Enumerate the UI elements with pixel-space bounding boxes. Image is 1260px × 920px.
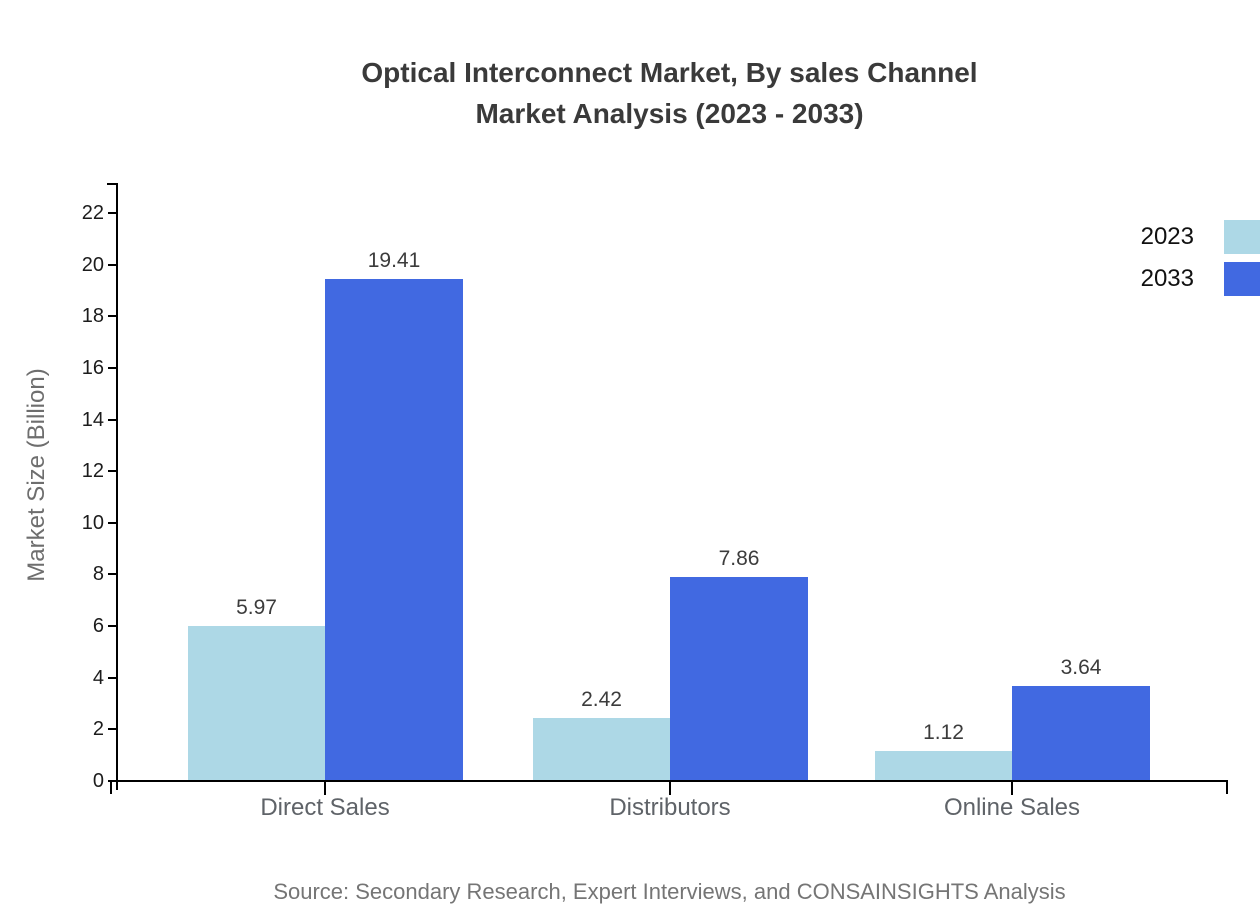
y-tick-label-2: 2 <box>92 718 104 740</box>
legend-swatch-2033 <box>1224 262 1260 296</box>
y-tick-label-0: 0 <box>92 770 104 792</box>
y-tick-label-6: 6 <box>92 615 104 637</box>
bar-2023-online-sales <box>875 751 1012 780</box>
x-tick-online-sales <box>1011 780 1013 795</box>
y-tick-18 <box>108 315 117 317</box>
value-label-2033-distributors: 7.86 <box>718 547 760 570</box>
y-tick-8 <box>108 573 117 575</box>
y-tick-label-16: 16 <box>81 357 104 379</box>
value-label-2033-direct-sales: 19.41 <box>367 249 421 272</box>
y-tick-label-10: 10 <box>81 512 104 534</box>
x-tick-direct-sales <box>324 780 326 795</box>
category-label-direct-sales: Direct Sales <box>260 794 390 821</box>
bar-2033-distributors <box>670 577 808 780</box>
value-label-2023-online-sales: 1.12 <box>923 721 964 744</box>
y-tick-12 <box>108 470 117 472</box>
value-label-2023-distributors: 2.42 <box>581 688 622 711</box>
category-label-online-sales: Online Sales <box>943 794 1081 821</box>
y-tick-14 <box>108 419 117 421</box>
value-label-2023-direct-sales: 5.97 <box>236 596 277 619</box>
y-tick-6 <box>108 625 117 627</box>
y-tick-label-8: 8 <box>92 563 104 585</box>
y-tick-22 <box>108 212 117 214</box>
legend-label-2033: 2033 <box>1140 265 1194 292</box>
bar-2033-direct-sales <box>325 279 463 780</box>
bar-2023-distributors <box>533 718 670 780</box>
y-tick-label-18: 18 <box>81 305 104 327</box>
bar-2023-direct-sales <box>188 626 325 780</box>
y-tick-label-22: 22 <box>81 202 104 224</box>
y-tick-0 <box>108 780 117 782</box>
x-tick-distributors <box>669 780 671 795</box>
y-axis-line <box>116 183 118 790</box>
legend-label-2023: 2023 <box>1140 223 1194 250</box>
bar-2033-online-sales <box>1012 686 1150 780</box>
chart-title: Optical Interconnect Market, By sales Ch… <box>117 52 1222 134</box>
y-tick-4 <box>108 677 117 679</box>
y-tick-20 <box>108 264 117 266</box>
y-tick-10 <box>108 522 117 524</box>
category-label-distributors: Distributors <box>609 794 731 821</box>
chart-title-line-2: Market Analysis (2023 - 2033) <box>475 98 864 129</box>
chart-title-line-1: Optical Interconnect Market, By sales Ch… <box>361 57 978 88</box>
y-tick-2 <box>108 728 117 730</box>
x-axis-right-end-tick <box>1226 780 1228 794</box>
y-tick-label-14: 14 <box>81 409 104 431</box>
x-axis-left-end-tick <box>110 780 112 794</box>
legend-swatch-2023 <box>1224 220 1260 254</box>
source-attribution: Source: Secondary Research, Expert Inter… <box>273 879 1066 904</box>
y-tick-label-20: 20 <box>81 254 104 276</box>
y-tick-label-4: 4 <box>92 667 104 689</box>
value-label-2033-online-sales: 3.64 <box>1060 656 1102 679</box>
y-axis-end-tick <box>107 183 116 185</box>
y-tick-label-12: 12 <box>81 460 104 482</box>
y-tick-16 <box>108 367 117 369</box>
